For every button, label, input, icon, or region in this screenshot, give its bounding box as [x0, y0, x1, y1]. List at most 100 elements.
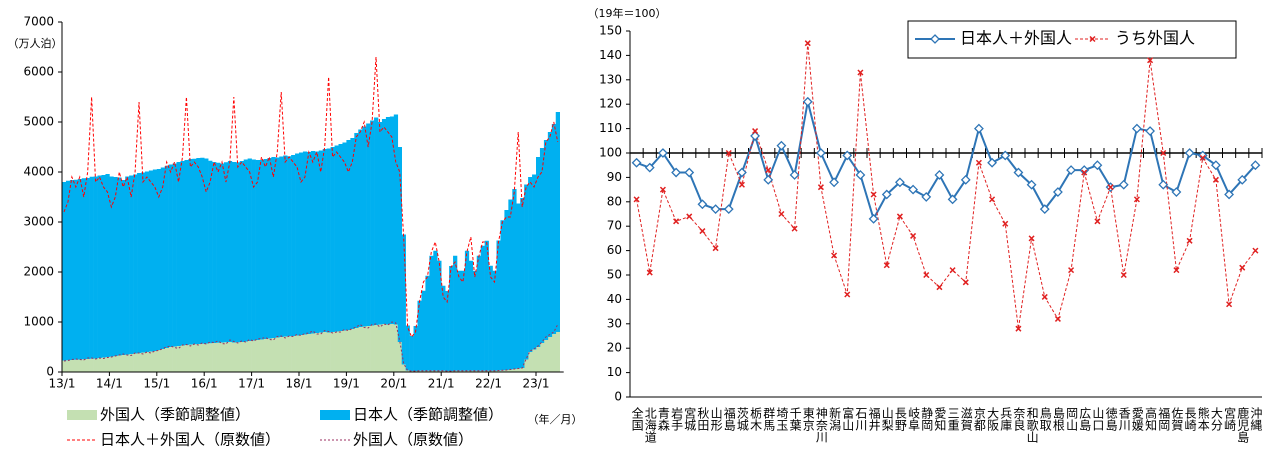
point [855, 170, 866, 180]
point [947, 194, 958, 205]
bar [133, 353, 138, 372]
point [1000, 150, 1011, 161]
x-tick-label: 19/1 [333, 377, 360, 391]
x-tick-label: 18/1 [286, 377, 313, 391]
bar [184, 345, 189, 372]
x-tick-label: 群馬 [762, 407, 776, 432]
point [1039, 204, 1050, 215]
bar [520, 198, 525, 368]
bar [532, 349, 537, 372]
point [1079, 165, 1090, 175]
point [673, 218, 680, 225]
bar [239, 342, 244, 372]
bar [144, 352, 150, 372]
point [791, 225, 798, 232]
bar [401, 364, 406, 372]
bar [73, 179, 79, 360]
bar [536, 347, 541, 372]
bar [247, 341, 252, 372]
point [1237, 174, 1248, 185]
y-tick-label: 6000 [23, 65, 54, 79]
x-tick-label: 香川 [1117, 407, 1131, 431]
x-tick-label: 愛媛 [1130, 407, 1144, 432]
bar [532, 174, 537, 350]
bar [488, 265, 493, 371]
point [699, 228, 706, 235]
x-tick-label: 宮崎 [1223, 406, 1237, 431]
bar [105, 357, 110, 372]
bar [310, 151, 316, 334]
bar [457, 270, 462, 371]
legend-label: 日本人＋外国人（原数値） [100, 431, 280, 449]
point [1160, 149, 1167, 157]
x-tick-label: 宮城 [683, 406, 697, 432]
bar [464, 250, 470, 371]
point [804, 40, 811, 47]
bar [385, 324, 391, 372]
bar [220, 342, 225, 372]
bar [358, 327, 363, 372]
y-tick-label: 140 [599, 48, 622, 62]
x-tick-label: 岩手 [670, 406, 684, 431]
bar [62, 182, 67, 361]
bar [137, 353, 142, 372]
bar [259, 339, 264, 372]
point [1199, 154, 1206, 161]
x-tick-label: 17/1 [238, 377, 265, 391]
x-tick-label: 長崎 [1183, 407, 1197, 431]
point [989, 196, 996, 203]
bar [421, 370, 426, 372]
x-tick-label: 青森 [656, 407, 670, 431]
bar [437, 370, 442, 372]
bar [484, 240, 489, 371]
bar [374, 117, 379, 325]
bar [223, 162, 229, 343]
bar [223, 342, 229, 372]
x-tick-label: 茨城 [735, 407, 749, 432]
bar [287, 336, 292, 372]
bar [306, 334, 312, 372]
point [1252, 247, 1259, 254]
point [1026, 179, 1037, 190]
x-tick-label: 石川 [854, 407, 868, 431]
point [1147, 57, 1154, 64]
bar [524, 359, 529, 372]
bar [243, 159, 248, 342]
bar [251, 159, 256, 341]
bar [429, 255, 434, 371]
bar [212, 343, 217, 372]
bar [417, 300, 422, 371]
point [896, 213, 903, 220]
x-tick-label: 滋賀 [959, 407, 973, 432]
bar [235, 342, 241, 372]
bar [89, 176, 94, 359]
x-tick-label: 山梨 [880, 407, 894, 431]
point [697, 199, 708, 210]
x-tick-label: 京都 [972, 407, 986, 431]
bar [330, 332, 335, 372]
bar [125, 354, 130, 372]
bar [350, 329, 355, 372]
bar [500, 220, 505, 371]
bar [227, 342, 233, 372]
x-tick-label: 三重 [946, 407, 960, 431]
bar [263, 339, 268, 372]
bar [117, 177, 122, 356]
bar [496, 370, 501, 372]
bar [366, 326, 371, 372]
x-tick-label: 23/1 [523, 377, 550, 391]
x-axis-label: （年／月） [528, 412, 583, 426]
bar [65, 180, 71, 361]
bar [508, 369, 513, 372]
bar [121, 180, 126, 355]
x-tick-label: 千葉 [788, 407, 802, 431]
point [1211, 160, 1221, 171]
bar [389, 324, 395, 372]
x-tick-label: 鳥取 [1038, 406, 1052, 431]
point [894, 177, 905, 188]
x-tick-label: 16/1 [191, 377, 218, 391]
bar [516, 368, 521, 372]
bar [310, 333, 316, 372]
y-tick-label: 60 [607, 243, 622, 257]
bar [156, 169, 162, 350]
